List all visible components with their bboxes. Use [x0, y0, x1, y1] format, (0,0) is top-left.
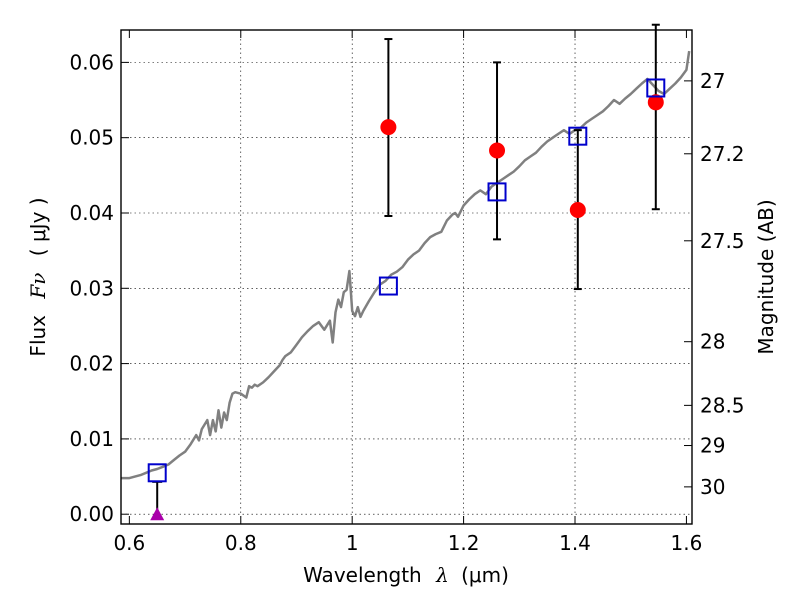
- plot-frame: [120, 29, 693, 525]
- model-photometry-square: [568, 126, 588, 146]
- y2-tick-label: 27.5: [700, 229, 745, 253]
- grid: [121, 30, 692, 524]
- model-spectrum-layer: [121, 50, 691, 480]
- y-tick-label: 0.02: [69, 352, 114, 376]
- y2-tick-label: 28.5: [700, 393, 745, 417]
- model-photometry-square: [487, 182, 507, 202]
- y-axis-title: Flux Fν ( μJy ): [26, 197, 50, 356]
- x-tick-label: 1.2: [448, 531, 480, 555]
- observed-point: [647, 94, 664, 111]
- y-tick-label: 0.01: [69, 427, 114, 451]
- marker-layer: [147, 78, 666, 521]
- model-spectrum-line: [121, 50, 691, 480]
- y2-tick-label: 30: [700, 475, 725, 499]
- y-tick-label: 0.06: [69, 50, 114, 74]
- y2-tick-label: 29: [700, 434, 725, 458]
- y2-tick-label: 27.2: [700, 142, 745, 166]
- x-tick-label: 1: [346, 531, 359, 555]
- tick-layer: 0.6 0.8 1 1.2 1.4 1.6 0.00 0.01 0.02 0.03 0.04 0.05…: [69, 30, 745, 555]
- y-tick-label: 0.03: [69, 276, 114, 300]
- y-tick-label: 0.05: [69, 126, 114, 150]
- upper-limit-marker: [150, 507, 165, 521]
- model-photometry-square: [646, 78, 666, 98]
- y-tick-label: 0.00: [69, 502, 114, 526]
- y2-tick-label: 27: [700, 69, 725, 93]
- y2-axis-title: Magnitude (AB): [754, 199, 778, 354]
- y2-tick-label: 28: [700, 330, 725, 354]
- model-photometry-square: [147, 463, 167, 483]
- observed-point: [489, 142, 506, 159]
- observed-point: [569, 201, 586, 218]
- y-tick-label: 0.04: [69, 201, 114, 225]
- x-axis-title: Wavelength λ (μm): [303, 563, 509, 587]
- x-tick-label: 1.6: [671, 531, 703, 555]
- x-tick-label: 1.4: [559, 531, 591, 555]
- x-tick-label: 0.6: [113, 531, 145, 555]
- observed-point: [380, 119, 397, 136]
- model-photometry-square: [378, 276, 398, 296]
- x-tick-label: 0.8: [225, 531, 257, 555]
